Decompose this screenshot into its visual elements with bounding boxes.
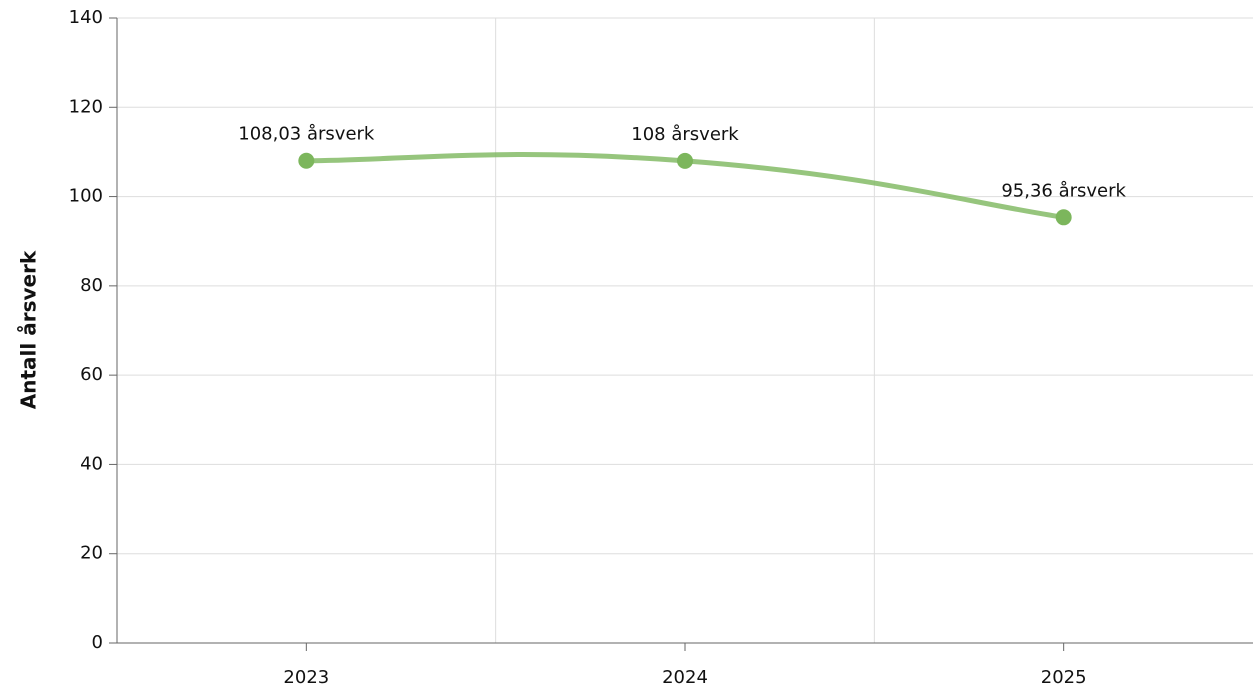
y-tick-label: 140 [69,7,103,28]
y-tick-label: 40 [80,453,103,474]
point [1055,209,1072,226]
x-tick-label: 2024 [662,667,708,688]
y-tick-label: 20 [80,543,103,564]
y-tick-label: 80 [80,275,103,296]
point [298,152,315,169]
y-tick-label: 100 [69,186,103,207]
data-label: 108,03 årsverk [238,124,375,145]
y-tick-label: 120 [69,96,103,117]
y-tick-label: 0 [92,632,103,653]
x-tick-label: 2025 [1041,667,1087,688]
data-label: 95,36 årsverk [1001,180,1126,201]
point [677,152,693,169]
y-axis-label: Antall årsverk [17,250,41,409]
y-tick-label: 60 [80,364,103,385]
data-label: 108 årsverk [631,124,739,145]
x-tick-label: 2023 [283,667,329,688]
